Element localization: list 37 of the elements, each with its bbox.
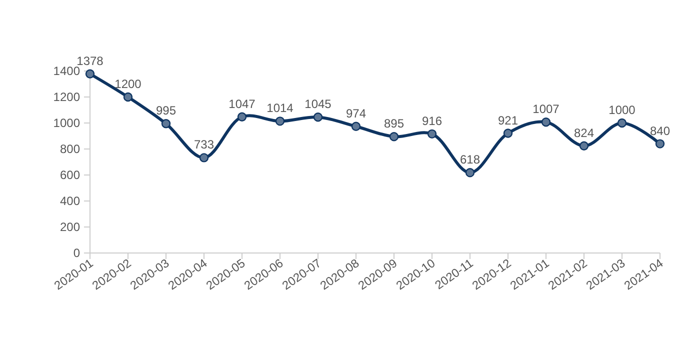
- data-label: 916: [422, 114, 442, 128]
- point: [617, 118, 627, 128]
- data-label: 824: [574, 126, 594, 140]
- data-label: 1200: [114, 77, 142, 91]
- data-label: 1047: [228, 96, 256, 111]
- y-tick-label: 400: [60, 194, 80, 208]
- y-tick-label: 600: [60, 168, 80, 182]
- point: [275, 116, 285, 126]
- data-label: 921: [498, 113, 518, 128]
- point: [161, 119, 171, 128]
- point: [427, 129, 437, 139]
- point: [465, 168, 475, 178]
- data-label: 618: [460, 152, 480, 167]
- data-label: 1000: [608, 103, 636, 117]
- point: [313, 112, 323, 122]
- y-tick-label: 800: [60, 142, 80, 156]
- data-label: 733: [194, 138, 214, 152]
- point: [389, 132, 399, 142]
- data-label: 995: [156, 104, 176, 118]
- data-label: 895: [384, 116, 404, 131]
- data-label: 974: [346, 106, 366, 120]
- data-label: 1007: [532, 102, 560, 116]
- data-label: 1045: [304, 97, 332, 112]
- y-tick-label: 200: [60, 220, 80, 234]
- y-tick-label: 1200: [53, 90, 80, 104]
- y-tick-label: 0: [73, 246, 80, 260]
- data-label: 840: [650, 124, 670, 138]
- point: [503, 128, 513, 138]
- data-label: 1014: [266, 101, 294, 116]
- point: [199, 153, 209, 162]
- point: [541, 117, 551, 127]
- point: [123, 92, 133, 102]
- point: [579, 141, 589, 150]
- point: [351, 122, 361, 131]
- point: [237, 112, 247, 122]
- point: [655, 139, 665, 148]
- y-tick-label: 1000: [53, 116, 80, 130]
